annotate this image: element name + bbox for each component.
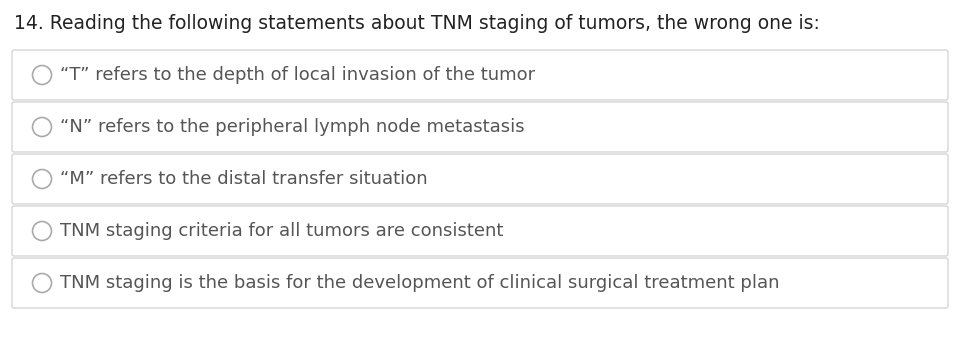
Text: TNM staging criteria for all tumors are consistent: TNM staging criteria for all tumors are … [60, 222, 503, 240]
FancyBboxPatch shape [12, 258, 948, 308]
Text: “M” refers to the distal transfer situation: “M” refers to the distal transfer situat… [60, 170, 427, 188]
Circle shape [33, 117, 52, 136]
Circle shape [33, 221, 52, 241]
Circle shape [33, 273, 52, 293]
FancyBboxPatch shape [12, 154, 948, 204]
Text: “T” refers to the depth of local invasion of the tumor: “T” refers to the depth of local invasio… [60, 66, 535, 84]
Circle shape [33, 169, 52, 188]
Text: 14. Reading the following statements about TNM staging of tumors, the wrong one : 14. Reading the following statements abo… [14, 14, 820, 33]
Text: TNM staging is the basis for the development of clinical surgical treatment plan: TNM staging is the basis for the develop… [60, 274, 779, 292]
FancyBboxPatch shape [12, 206, 948, 256]
FancyBboxPatch shape [12, 50, 948, 100]
Circle shape [33, 66, 52, 84]
Text: “N” refers to the peripheral lymph node metastasis: “N” refers to the peripheral lymph node … [60, 118, 524, 136]
FancyBboxPatch shape [12, 102, 948, 152]
